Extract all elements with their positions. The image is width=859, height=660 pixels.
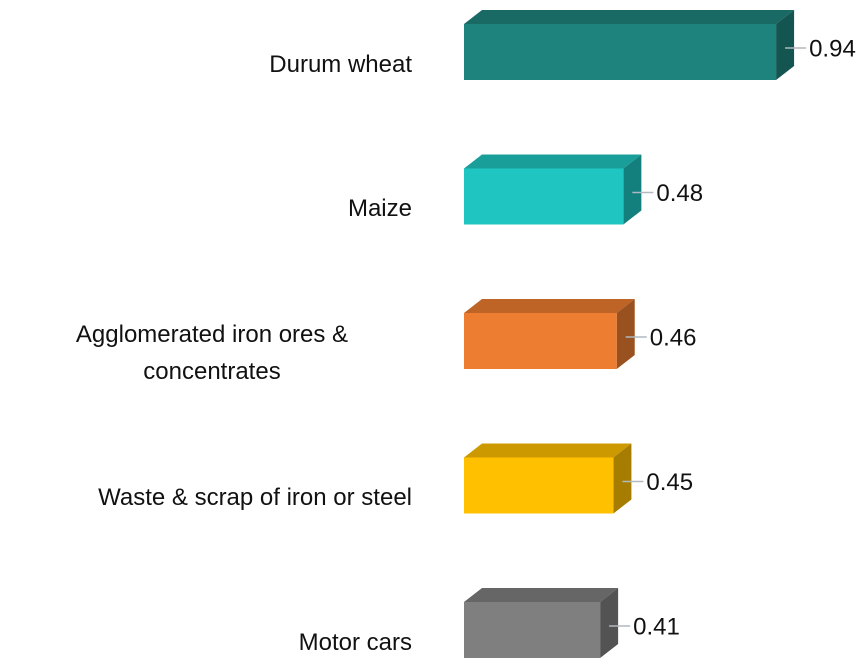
category-text: Maize <box>347 195 412 222</box>
bar <box>464 24 777 80</box>
bar-side <box>616 299 635 369</box>
bar-top <box>464 443 632 458</box>
bar-top <box>464 588 619 602</box>
bar-top <box>464 10 795 24</box>
bar <box>464 457 614 514</box>
bar-side <box>776 10 795 80</box>
value-label: 0.94 <box>809 35 856 62</box>
bar <box>464 602 601 658</box>
category-label: Durum wheat <box>12 46 412 83</box>
value-label: 0.48 <box>656 180 703 207</box>
bar-side <box>613 443 632 514</box>
category-label: Maize <box>12 190 412 227</box>
category-label: Motor cars <box>12 624 412 660</box>
bar <box>464 168 624 225</box>
category-text: Agglomerated iron ores & concentrates <box>75 321 349 385</box>
bar-side <box>623 154 642 225</box>
category-label: Agglomerated iron ores & concentrates <box>12 316 412 390</box>
bar <box>464 313 617 369</box>
category-text: Durum wheat <box>269 50 412 78</box>
category-text: Waste & scrap of iron or steel <box>98 484 412 511</box>
bar-top <box>464 299 635 313</box>
value-label: 0.46 <box>650 324 697 351</box>
category-label: Waste & scrap of iron or steel <box>12 479 412 516</box>
value-label: 0.45 <box>646 469 693 496</box>
bar-top <box>464 154 642 169</box>
category-text: Motor cars <box>298 628 412 656</box>
bar-side <box>600 588 619 658</box>
value-label: 0.41 <box>633 613 680 640</box>
